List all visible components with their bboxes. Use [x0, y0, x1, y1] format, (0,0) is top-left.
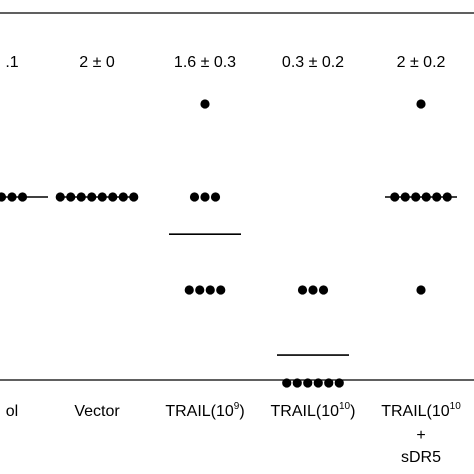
data-point [318, 285, 329, 295]
data-point [313, 378, 323, 388]
category-label-plus: + [416, 427, 425, 444]
data-point [292, 378, 302, 388]
data-point [66, 192, 76, 202]
data-point [308, 285, 318, 295]
data-point [210, 192, 221, 202]
category-labels: ol Vector TRAIL(109) TRAIL(1010) TRAIL(1010 +… [6, 401, 461, 466]
data-point [416, 285, 426, 295]
data-point [0, 192, 7, 202]
data-point [17, 192, 28, 202]
data-point [118, 192, 128, 202]
category-label-close: ) [350, 403, 355, 420]
stat-label: 2 ± 0.2 [397, 54, 446, 71]
data-point [200, 99, 210, 109]
data-point [432, 192, 442, 202]
category-label: TRAIL(1010 [381, 401, 461, 420]
category-label-superscript: 9 [234, 401, 240, 412]
category-label-line2: sDR5 [401, 449, 441, 466]
data-point [189, 192, 200, 202]
category-label: TRAIL(109) [165, 401, 244, 420]
category-label: Vector [74, 403, 120, 420]
data-point [282, 378, 292, 388]
data-point [87, 192, 97, 202]
data-point [411, 192, 421, 202]
data-point [334, 378, 344, 388]
data-points [0, 99, 452, 388]
data-point [400, 192, 410, 202]
data-point [390, 192, 400, 202]
category-label-superscript: 10 [450, 401, 462, 412]
data-point [303, 378, 313, 388]
data-point [55, 192, 65, 202]
stat-label: 2 ± 0 [79, 54, 115, 71]
category-label-close: ) [239, 403, 244, 420]
data-point [324, 378, 334, 388]
stat-label: 1.6 ± 0.3 [174, 54, 236, 71]
category-label-superscript: 10 [339, 401, 351, 412]
data-point [129, 192, 139, 202]
stat-label: 0.3 ± 0.2 [282, 54, 344, 71]
category-label: TRAIL(1010) [271, 401, 356, 420]
mean-lines [0, 196, 457, 356]
data-point [7, 192, 17, 202]
stats-labels: .1 2 ± 0 1.6 ± 0.3 0.3 ± 0.2 2 ± 0.2 [5, 54, 445, 71]
data-point [195, 285, 205, 295]
data-point [205, 285, 215, 295]
data-point [97, 192, 107, 202]
data-point [421, 192, 431, 202]
category-label: ol [6, 403, 18, 420]
data-point [297, 285, 308, 295]
data-point [200, 192, 210, 202]
data-point [442, 192, 452, 202]
data-point [216, 285, 226, 295]
stat-label: .1 [5, 54, 18, 71]
data-point [416, 99, 426, 109]
data-point [76, 192, 86, 202]
data-point [184, 285, 194, 295]
data-point [108, 192, 118, 202]
